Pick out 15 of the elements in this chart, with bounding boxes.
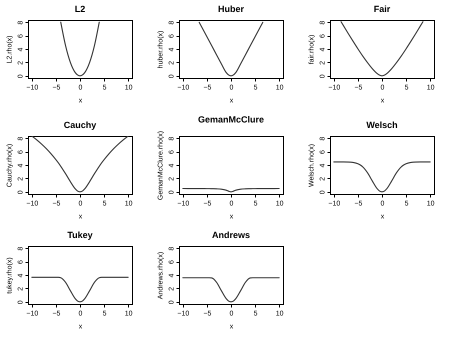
line-series [198,22,264,76]
line-series [340,21,424,76]
chart-title: Cauchy [64,120,96,130]
chart-title: Huber [218,4,244,14]
chart-title: GemanMcClure [198,114,264,124]
chart-title: L2 [74,4,86,14]
line-series [31,136,129,192]
chart-title: Welsch [366,120,398,130]
line-series [31,276,129,302]
line-series [333,161,431,192]
chart-title: Fair [374,4,391,14]
chart-title: Tukey [67,230,93,240]
line-series [60,22,100,76]
chart-title: Andrews [212,230,250,240]
line-series [182,277,280,302]
